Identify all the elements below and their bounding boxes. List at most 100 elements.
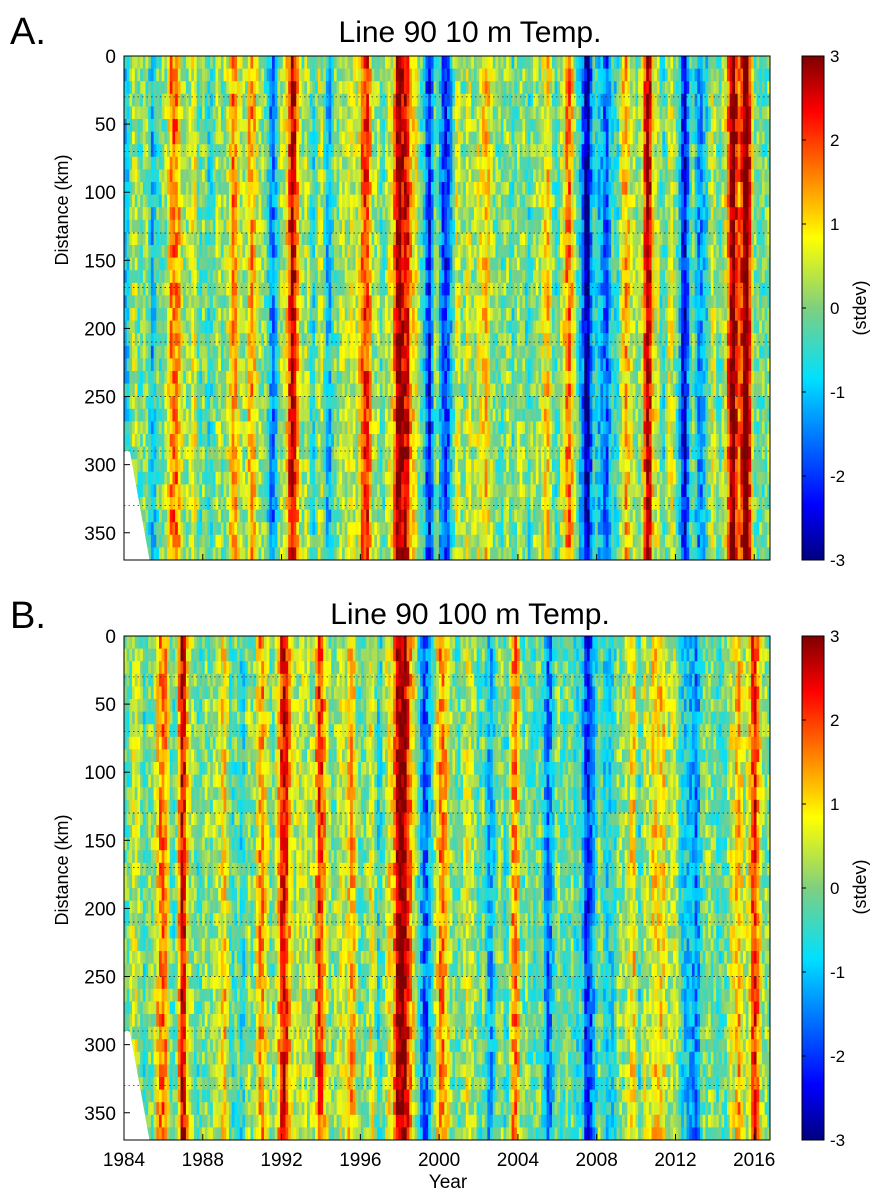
heatmap-cell	[331, 257, 335, 271]
heatmap-cell	[355, 207, 359, 221]
heatmap-cell	[202, 459, 206, 473]
heatmap-cell	[129, 257, 133, 271]
heatmap-cell	[150, 119, 155, 133]
heatmap-cell	[261, 295, 265, 309]
heatmap-cell	[167, 308, 171, 322]
heatmap-cell	[366, 68, 370, 82]
heatmap-cell	[336, 446, 340, 460]
heatmap-cell	[363, 194, 367, 208]
heatmap-cell	[433, 182, 437, 196]
heatmap-cell	[325, 194, 330, 208]
heatmap-cell	[145, 245, 149, 259]
heatmap-cell	[239, 68, 244, 82]
heatmap-cell	[161, 182, 165, 196]
heatmap-cell	[422, 282, 427, 296]
heatmap-cell	[382, 371, 386, 385]
heatmap-cell	[204, 371, 209, 385]
heatmap-cell	[358, 509, 362, 523]
heatmap-cell	[387, 156, 392, 170]
heatmap-cell	[447, 295, 451, 309]
heatmap-cell	[293, 295, 297, 309]
heatmap-cell	[420, 232, 424, 246]
heatmap-cell	[301, 434, 305, 448]
heatmap-cell	[228, 144, 233, 158]
heatmap-cell	[169, 522, 174, 536]
heatmap-cell	[132, 156, 136, 170]
heatmap-cell	[371, 68, 375, 82]
heatmap-cell	[231, 459, 235, 473]
heatmap-cell	[457, 434, 462, 448]
heatmap-cell	[457, 232, 462, 246]
heatmap-cell	[374, 358, 378, 372]
heatmap-cell	[382, 282, 386, 296]
heatmap-cell	[288, 106, 292, 120]
heatmap-cell	[253, 497, 257, 511]
heatmap-cell	[412, 106, 416, 120]
heatmap-cell	[180, 56, 184, 70]
heatmap-cell	[223, 144, 227, 158]
heatmap-cell	[161, 497, 165, 511]
heatmap-cell	[441, 471, 445, 485]
heatmap-cell	[196, 434, 200, 448]
heatmap-cell	[298, 194, 303, 208]
heatmap-cell	[417, 484, 421, 498]
heatmap-cell	[226, 383, 230, 397]
heatmap-cell	[412, 232, 416, 246]
heatmap-cell	[129, 522, 133, 536]
heatmap-cell	[234, 434, 238, 448]
heatmap-cell	[212, 345, 217, 359]
heatmap-cell	[379, 81, 383, 95]
heatmap-cell	[377, 320, 381, 334]
heatmap-cell	[447, 471, 451, 485]
heatmap-cell	[438, 207, 443, 221]
heatmap-cell	[164, 68, 168, 82]
heatmap-cell	[280, 459, 284, 473]
heatmap-cell	[444, 484, 448, 498]
heatmap-cell	[368, 194, 373, 208]
heatmap-cell	[274, 446, 279, 460]
heatmap-cell	[433, 421, 437, 435]
heatmap-cell	[452, 320, 456, 334]
heatmap-cell	[420, 396, 424, 410]
heatmap-cell	[347, 434, 351, 448]
heatmap-cell	[447, 497, 451, 511]
heatmap-cell	[199, 56, 203, 70]
heatmap-cell	[403, 383, 408, 397]
heatmap-cell	[447, 282, 451, 296]
heatmap-cell	[132, 219, 136, 233]
heatmap-cell	[366, 282, 370, 296]
heatmap-cell	[387, 522, 392, 536]
heatmap-cell	[223, 408, 227, 422]
heatmap-cell	[403, 245, 408, 259]
heatmap-cell	[196, 421, 200, 435]
heatmap-cell	[258, 446, 262, 460]
heatmap-cell	[358, 182, 362, 196]
heatmap-cell	[274, 144, 279, 158]
heatmap-cell	[457, 446, 462, 460]
heatmap-cell	[142, 320, 147, 334]
heatmap-cell	[145, 459, 149, 473]
heatmap-cell	[212, 144, 217, 158]
heatmap-cell	[347, 547, 351, 560]
heatmap-cell	[269, 219, 273, 233]
heatmap-cell	[158, 446, 163, 460]
heatmap-cell	[331, 308, 335, 322]
heatmap-cell	[331, 421, 335, 435]
heatmap-cell	[255, 522, 260, 536]
heatmap-cell	[175, 81, 179, 95]
heatmap-cell	[452, 245, 456, 259]
heatmap-cell	[204, 207, 209, 221]
heatmap-cell	[449, 119, 453, 133]
heatmap-cell	[150, 320, 155, 334]
heatmap-cell	[449, 509, 453, 523]
heatmap-cell	[320, 396, 324, 410]
heatmap-cell	[247, 106, 252, 120]
heatmap-cell	[355, 396, 359, 410]
heatmap-cell	[320, 446, 324, 460]
heatmap-cell	[301, 459, 305, 473]
heatmap-cell	[422, 421, 427, 435]
heatmap-cell	[374, 308, 378, 322]
heatmap-cell	[403, 106, 408, 120]
heatmap-cell	[390, 308, 394, 322]
heatmap-cell	[406, 345, 410, 359]
